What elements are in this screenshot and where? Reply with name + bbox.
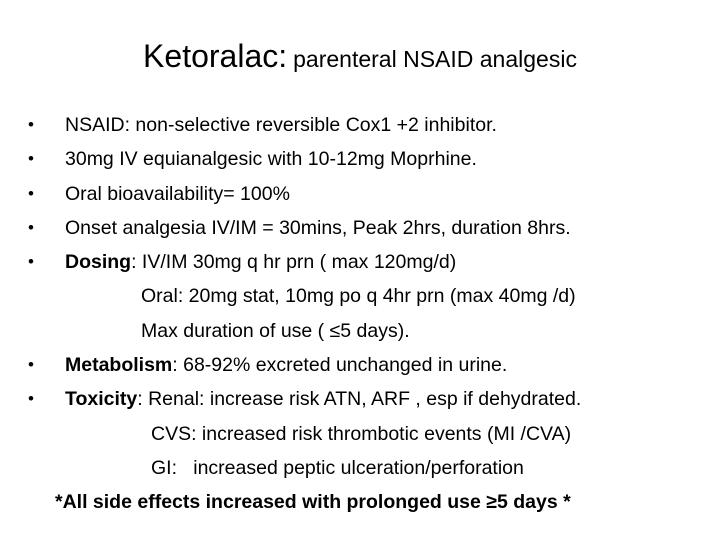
dosing-oral-text: Oral: 20mg stat, 10mg po q 4hr prn (max … <box>141 285 576 308</box>
metabolism-text: : 68-92% excreted unchanged in urine. <box>172 354 508 377</box>
bullet-text: Onset analgesia IV/IM = 30mins, Peak 2hr… <box>65 216 571 239</box>
bullet-dot-icon: • <box>28 115 34 134</box>
toxicity-continuation-line: GI: increased peptic ulceration/perforat… <box>28 451 708 485</box>
metabolism-label: Metabolism <box>65 354 173 377</box>
dosing-max-duration-text: Max duration of use ( ≤5 days). <box>141 319 410 342</box>
bullet-dot-icon: • <box>28 355 34 375</box>
footnote-text: *All side effects increased with prolong… <box>55 491 571 514</box>
bullet-text: Metabolism: 68-92% excreted unchanged in… <box>65 348 507 382</box>
toxicity-cvs-text: CVS: increased risk thrombotic events (M… <box>151 422 572 445</box>
bullet-dot-icon: • <box>28 217 34 237</box>
toxicity-gi-text: GI: increased peptic ulceration/perforat… <box>151 456 524 479</box>
bullet-item-toxicity: • Toxicity: Renal: increase risk ATN, AR… <box>28 382 708 416</box>
dosing-continuation-line: Oral: 20mg stat, 10mg po q 4hr prn (max … <box>28 279 708 313</box>
bullet-text: NSAID: non-selective reversible Cox1 +2 … <box>65 114 497 136</box>
toxicity-continuation-line: CVS: increased risk thrombotic events (M… <box>28 417 708 451</box>
bullet-item: • NSAID: non-selective reversible Cox1 +… <box>28 108 708 142</box>
bullet-item: • Oral bioavailability= 100% <box>28 177 708 211</box>
title-main: Ketoralac: <box>143 38 288 74</box>
bullet-item-dosing: • Dosing: IV/IM 30mg q hr prn ( max 120m… <box>28 245 708 279</box>
toxicity-label: Toxicity <box>65 388 138 411</box>
bullet-text: Dosing: IV/IM 30mg q hr prn ( max 120mg/… <box>65 245 456 279</box>
bullet-item: • 30mg IV equianalgesic with 10-12mg Mop… <box>28 142 708 176</box>
bullet-dot-icon: • <box>28 149 34 169</box>
footnote-line: *All side effects increased with prolong… <box>28 485 708 519</box>
bullet-item: • Onset analgesia IV/IM = 30mins, Peak 2… <box>28 211 708 245</box>
bullet-dot-icon: • <box>28 389 34 409</box>
dosing-continuation-line: Max duration of use ( ≤5 days). <box>28 314 708 348</box>
slide-title: Ketoralac: parenteral NSAID analgesic <box>0 40 720 72</box>
bullet-item-metabolism: • Metabolism: 68-92% excreted unchanged … <box>28 348 708 382</box>
bullet-dot-icon: • <box>28 183 34 203</box>
bullet-dot-icon: • <box>28 252 34 272</box>
bullet-text: 30mg IV equianalgesic with 10-12mg Moprh… <box>65 148 477 171</box>
bullet-text: Oral bioavailability= 100% <box>65 182 290 205</box>
bullet-text: Toxicity: Renal: increase risk ATN, ARF … <box>65 382 581 416</box>
toxicity-text: : Renal: increase risk ATN, ARF , esp if… <box>137 388 582 411</box>
slide-body: • NSAID: non-selective reversible Cox1 +… <box>28 108 708 520</box>
title-subtitle: parenteral NSAID analgesic <box>293 46 577 72</box>
dosing-text: : IV/IM 30mg q hr prn ( max 120mg/d) <box>131 251 457 274</box>
dosing-label: Dosing <box>65 251 132 274</box>
